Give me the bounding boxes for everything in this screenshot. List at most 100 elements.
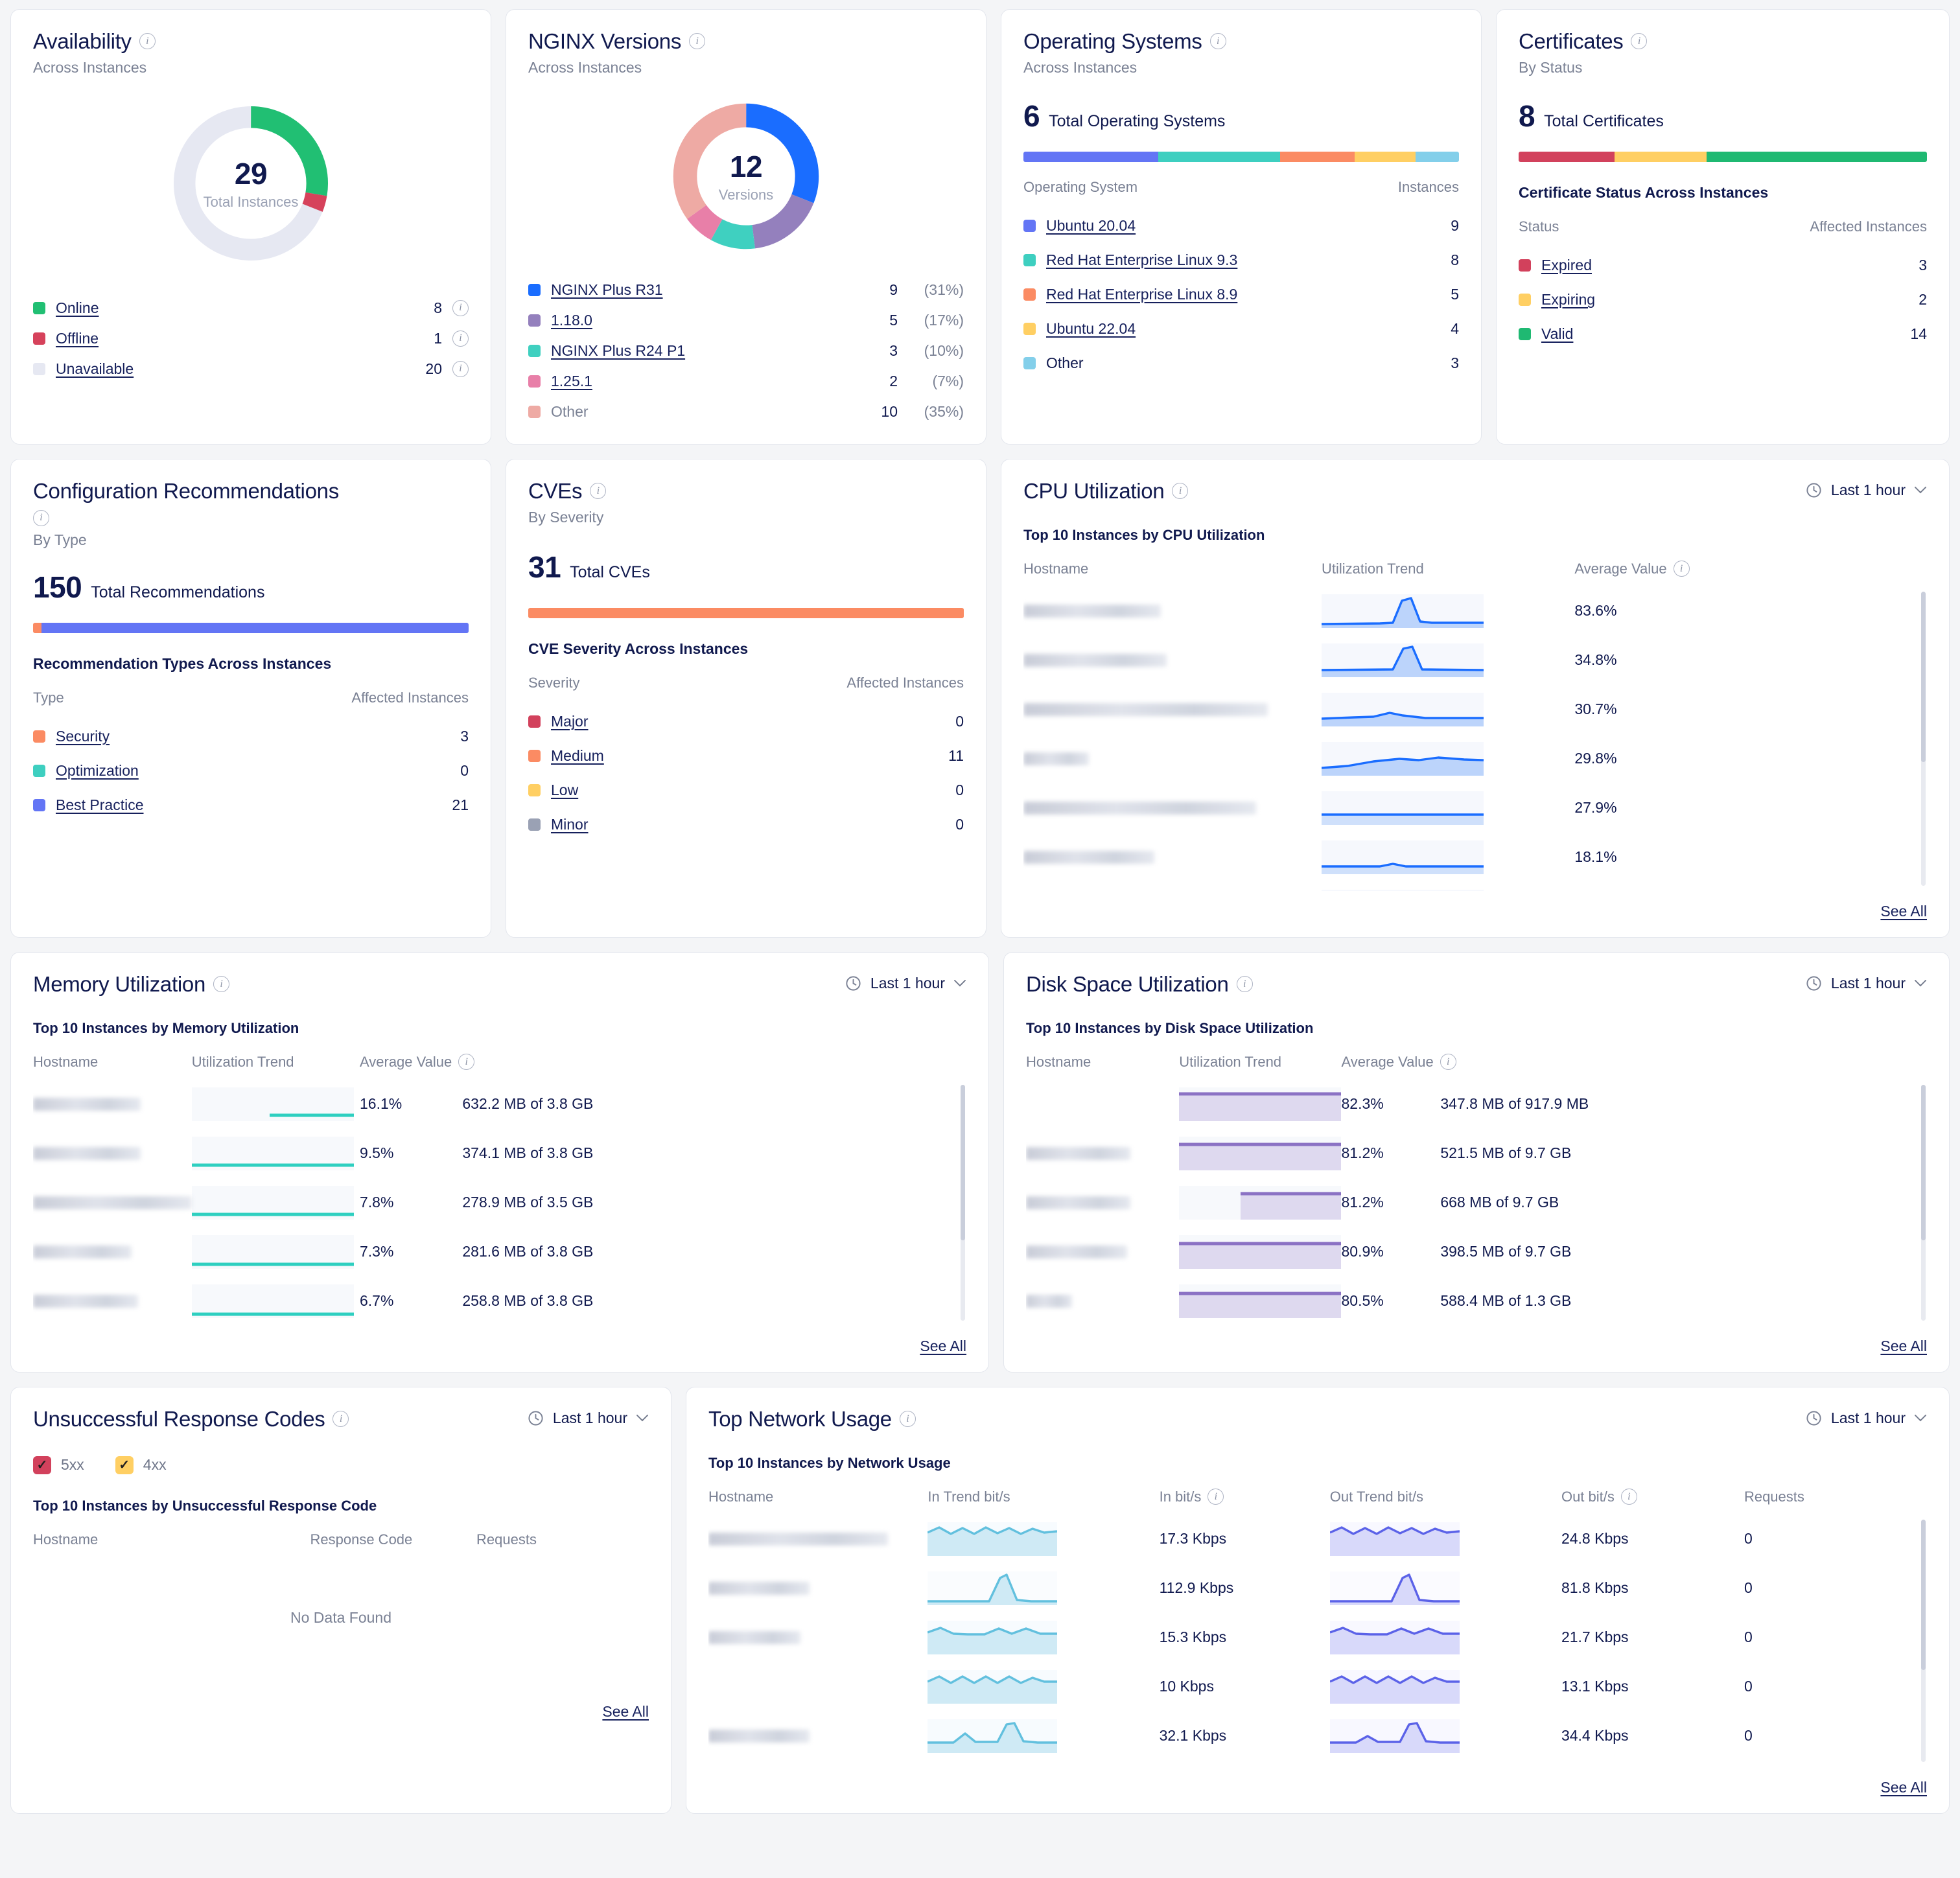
info-icon[interactable]: i [139, 33, 156, 50]
vertical-scrollbar[interactable] [1921, 1519, 1926, 1762]
legend-label[interactable]: Unavailable [56, 360, 134, 377]
table-row[interactable]: Ubuntu 22.04 4 [1023, 312, 1459, 346]
info-icon[interactable]: i [1172, 483, 1189, 500]
table-row[interactable]: 6.7% 258.8 MB of 3.8 GB [33, 1277, 966, 1326]
legend-item-1-25-1[interactable]: 1.25.1 2 (7%) [528, 366, 964, 397]
legend-label[interactable]: 1.25.1 [551, 372, 592, 389]
table-row[interactable]: Major 0 [528, 704, 964, 739]
table-row[interactable]: Security 3 [33, 719, 469, 754]
cpu-timerange-selector[interactable]: Last 1 hour [1805, 479, 1927, 499]
info-icon[interactable]: i [452, 299, 469, 316]
cert-status-label[interactable]: Expiring [1541, 290, 1596, 308]
info-icon[interactable]: i [1631, 33, 1648, 50]
info-icon[interactable]: i [213, 976, 229, 993]
cpu-see-all-link[interactable]: See All [1880, 902, 1927, 920]
os-label[interactable]: Red Hat Enterprise Linux 8.9 [1046, 285, 1238, 303]
vertical-scrollbar[interactable] [961, 1084, 965, 1321]
recommendation-type-label[interactable]: Security [56, 727, 110, 745]
table-row[interactable]: 29.8% [1023, 734, 1927, 783]
info-icon[interactable]: i [1209, 33, 1226, 50]
info-icon[interactable]: i [332, 1411, 349, 1428]
cert-status-label[interactable]: Expired [1541, 256, 1592, 273]
table-row[interactable]: Best Practice 21 [33, 788, 469, 822]
table-row[interactable]: Expired 3 [1519, 248, 1927, 283]
table-row[interactable]: 80.9% 398.5 MB of 9.7 GB [1026, 1227, 1927, 1277]
legend-item-offline[interactable]: Offline 1 i [33, 323, 469, 354]
disk-scroll-region[interactable]: 82.3% 347.8 MB of 917.9 MB 81.2% 521.5 M… [1026, 1080, 1927, 1326]
table-row[interactable]: 81.2% 521.5 MB of 9.7 GB [1026, 1129, 1927, 1178]
response-codes-see-all-link[interactable]: See All [602, 1702, 649, 1720]
table-row[interactable]: 30.7% [1023, 685, 1927, 734]
cert-status-label[interactable]: Valid [1541, 325, 1574, 342]
severity-label[interactable]: Low [551, 781, 579, 798]
table-row[interactable]: 7.3% 281.6 MB of 3.8 GB [33, 1227, 966, 1277]
os-label[interactable]: Ubuntu 22.04 [1046, 319, 1136, 337]
table-row[interactable]: 17.3 Kbps 24.8 Kbps 0 [708, 1514, 1927, 1564]
info-icon[interactable]: i [590, 483, 607, 500]
table-row[interactable]: 27.9% [1023, 783, 1927, 833]
legend-item-unavailable[interactable]: Unavailable 20 i [33, 354, 469, 384]
memory-timerange-selector[interactable]: Last 1 hour [845, 972, 966, 992]
checkbox-checked-icon[interactable]: ✓ [115, 1455, 134, 1474]
legend-item-1-18-0[interactable]: 1.18.0 5 (17%) [528, 305, 964, 336]
table-row[interactable]: Medium 11 [528, 739, 964, 773]
table-row[interactable]: 18.1% [1023, 833, 1927, 882]
table-row[interactable]: 16.1% 632.2 MB of 3.8 GB [33, 1080, 966, 1129]
legend-label[interactable]: Offline [56, 329, 99, 347]
recommendation-type-label[interactable]: Optimization [56, 761, 139, 779]
disk-see-all-link[interactable]: See All [1880, 1337, 1927, 1354]
checkbox-checked-icon[interactable]: ✓ [33, 1455, 51, 1474]
vertical-scrollbar[interactable] [1921, 591, 1926, 886]
table-row[interactable]: Minor 0 [528, 807, 964, 842]
table-row[interactable]: Valid 14 [1519, 317, 1927, 351]
info-icon[interactable]: i [1236, 976, 1253, 993]
table-row[interactable]: 32.1 Kbps 34.4 Kbps 0 [708, 1711, 1927, 1761]
os-label[interactable]: Red Hat Enterprise Linux 9.3 [1046, 251, 1238, 268]
info-icon[interactable]: i [452, 360, 469, 377]
table-row[interactable]: 82.3% 347.8 MB of 917.9 MB [1026, 1080, 1927, 1129]
response-codes-timerange-selector[interactable]: Last 1 hour [527, 1407, 649, 1427]
table-row[interactable]: 34.8% [1023, 636, 1927, 685]
severity-label[interactable]: Medium [551, 747, 604, 764]
network-see-all-link[interactable]: See All [1880, 1778, 1927, 1796]
table-row[interactable]: Expiring 2 [1519, 283, 1927, 317]
filter-checkbox-5xx[interactable]: ✓ 5xx [33, 1455, 84, 1474]
cpu-scroll-region[interactable]: 83.6% 34.8% 30.7% 29 [1023, 586, 1927, 891]
table-row[interactable]: 16.9 Kbps 24.6 Kbps 0 [708, 1761, 1927, 1767]
table-row[interactable]: Red Hat Enterprise Linux 8.9 5 [1023, 277, 1459, 312]
table-row[interactable]: 15.3 Kbps 21.7 Kbps 0 [708, 1613, 1927, 1662]
legend-item-nginx-plus-r31[interactable]: NGINX Plus R31 9 (31%) [528, 275, 964, 305]
table-row[interactable]: Red Hat Enterprise Linux 9.3 8 [1023, 243, 1459, 277]
info-icon[interactable]: i [899, 1411, 916, 1428]
legend-item-online[interactable]: Online 8 i [33, 293, 469, 323]
info-icon[interactable]: i [452, 330, 469, 347]
info-icon[interactable]: i [1673, 561, 1690, 577]
table-row[interactable]: 83.6% [1023, 586, 1927, 636]
os-label[interactable]: Ubuntu 20.04 [1046, 216, 1136, 234]
disk-timerange-selector[interactable]: Last 1 hour [1805, 972, 1927, 992]
table-row[interactable]: 7.8% 278.9 MB of 3.5 GB [33, 1178, 966, 1227]
legend-label[interactable]: Online [56, 299, 99, 316]
legend-label[interactable]: NGINX Plus R31 [551, 281, 663, 298]
table-row[interactable]: Optimization 0 [33, 754, 469, 788]
table-row[interactable]: 10 Kbps 13.1 Kbps 0 [708, 1662, 1927, 1711]
info-icon[interactable]: i [1620, 1489, 1637, 1505]
table-row[interactable]: Ubuntu 20.04 9 [1023, 209, 1459, 243]
table-row[interactable]: 13.8% [1023, 882, 1927, 891]
recommendation-type-label[interactable]: Best Practice [56, 796, 144, 813]
info-icon[interactable]: i [689, 33, 706, 50]
table-row[interactable]: 112.9 Kbps 81.8 Kbps 0 [708, 1564, 1927, 1613]
memory-scroll-region[interactable]: 16.1% 632.2 MB of 3.8 GB 9.5% 374.1 MB o… [33, 1080, 966, 1326]
network-scroll-region[interactable]: 17.3 Kbps 24.8 Kbps 0 112.9 Kbps 81.8 Kb… [708, 1514, 1927, 1767]
info-icon[interactable]: i [33, 509, 49, 526]
legend-label[interactable]: 1.18.0 [551, 311, 592, 329]
severity-label[interactable]: Minor [551, 815, 589, 833]
memory-see-all-link[interactable]: See All [920, 1337, 966, 1354]
vertical-scrollbar[interactable] [1921, 1084, 1926, 1321]
table-row[interactable]: Low 0 [528, 773, 964, 807]
legend-item-nginx-plus-r24-p1[interactable]: NGINX Plus R24 P1 3 (10%) [528, 336, 964, 366]
info-icon[interactable]: i [458, 1054, 475, 1071]
info-icon[interactable]: i [1440, 1054, 1456, 1071]
filter-checkbox-4xx[interactable]: ✓ 4xx [115, 1455, 167, 1474]
severity-label[interactable]: Major [551, 712, 589, 730]
